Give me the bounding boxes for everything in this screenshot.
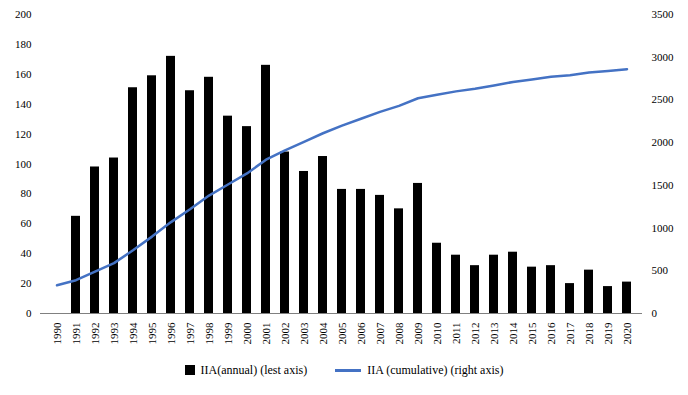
svg-text:500: 500 (652, 264, 669, 276)
svg-text:2008: 2008 (393, 322, 405, 345)
svg-text:2004: 2004 (317, 322, 329, 345)
svg-text:2015: 2015 (526, 322, 538, 345)
svg-text:1998: 1998 (203, 322, 215, 345)
svg-text:2013: 2013 (488, 322, 500, 345)
svg-text:40: 40 (21, 247, 33, 259)
svg-text:100: 100 (15, 158, 32, 170)
svg-text:1500: 1500 (652, 179, 675, 191)
svg-text:20: 20 (21, 277, 33, 289)
svg-text:2012: 2012 (469, 323, 481, 345)
svg-text:2003: 2003 (298, 322, 310, 345)
svg-text:1997: 1997 (184, 322, 196, 345)
svg-text:2019: 2019 (602, 322, 614, 345)
svg-text:2016: 2016 (545, 322, 557, 345)
svg-text:2005: 2005 (336, 322, 348, 345)
svg-text:80: 80 (21, 187, 33, 199)
svg-text:180: 180 (15, 38, 32, 50)
svg-text:2000: 2000 (652, 136, 675, 148)
svg-text:2002: 2002 (279, 323, 291, 345)
svg-text:1991: 1991 (70, 323, 82, 345)
svg-text:1999: 1999 (222, 322, 234, 345)
svg-text:2017: 2017 (564, 322, 576, 345)
svg-text:2001: 2001 (260, 323, 272, 345)
svg-text:3000: 3000 (652, 51, 675, 63)
svg-text:3500: 3500 (652, 8, 675, 20)
svg-text:1995: 1995 (146, 322, 158, 345)
svg-text:1000: 1000 (652, 222, 675, 234)
svg-text:60: 60 (21, 217, 33, 229)
svg-text:2000: 2000 (241, 322, 253, 345)
svg-text:2020: 2020 (621, 322, 633, 345)
svg-text:1992: 1992 (89, 323, 101, 345)
svg-text:2011: 2011 (450, 323, 462, 345)
svg-text:120: 120 (15, 128, 32, 140)
svg-text:1993: 1993 (108, 322, 120, 345)
svg-text:2018: 2018 (583, 322, 595, 345)
svg-text:1994: 1994 (127, 322, 139, 345)
svg-text:0: 0 (652, 307, 658, 319)
svg-text:200: 200 (15, 8, 32, 20)
svg-text:2500: 2500 (652, 93, 675, 105)
svg-text:2006: 2006 (355, 322, 367, 345)
html-text:IIA(annual) (lest axis): IIA(annual) (lest axis) (200, 362, 308, 377)
svg-text:140: 140 (15, 98, 32, 110)
svg-text:1996: 1996 (165, 322, 177, 345)
html-text:IIA (cumulative) (right axis): IIA (cumulative) (right axis) (367, 362, 504, 377)
svg-text:2009: 2009 (412, 322, 424, 345)
svg-text:0: 0 (26, 307, 32, 319)
svg-text:2010: 2010 (431, 322, 443, 345)
svg-text:2007: 2007 (374, 322, 386, 345)
svg-text:2014: 2014 (507, 322, 519, 345)
svg-text:160: 160 (15, 68, 32, 80)
svg-text:1990: 1990 (51, 322, 63, 345)
